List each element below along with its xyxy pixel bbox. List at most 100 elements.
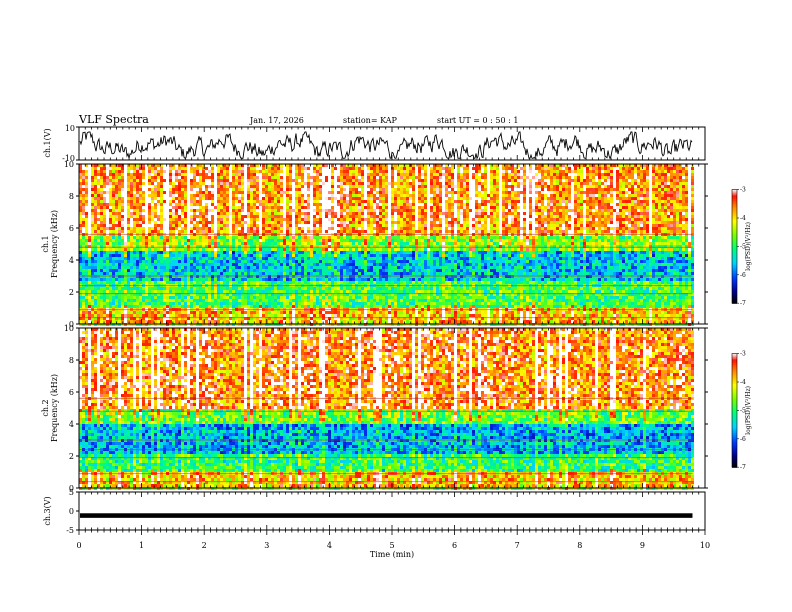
- spectrogram-cell: [175, 236, 178, 239]
- spectrogram-cell: [304, 290, 307, 293]
- spectrogram-cell: [334, 197, 337, 200]
- spectrogram-cell: [154, 170, 157, 173]
- spectrogram-cell: [217, 230, 220, 233]
- spectrogram-cell: [319, 317, 322, 320]
- spectrogram-cell: [214, 314, 217, 317]
- spectrogram-cell: [328, 287, 331, 290]
- spectrogram-cell: [301, 251, 304, 254]
- spectrogram-cell: [136, 269, 139, 272]
- spectrogram-cell: [244, 236, 247, 239]
- spectrogram-cell: [313, 179, 316, 182]
- spectrogram-cell: [211, 302, 214, 305]
- spectrogram-cell: [127, 227, 130, 230]
- spectrogram-cell: [307, 203, 310, 206]
- spectrogram-cell: [88, 188, 91, 191]
- spectrogram-cell: [343, 185, 346, 188]
- spectrogram-cell: [328, 182, 331, 185]
- spectrogram-cell: [112, 272, 115, 275]
- spectrogram-cell: [79, 251, 82, 254]
- spectrogram-cell: [97, 269, 100, 272]
- spectrogram-cell: [100, 236, 103, 239]
- spectrogram-cell: [262, 224, 265, 227]
- spectrogram-cell: [253, 242, 256, 245]
- spectrogram-cell: [229, 290, 232, 293]
- spectrogram-cell: [103, 212, 106, 215]
- spectrogram-cell: [292, 167, 295, 170]
- spectrogram-cell: [301, 182, 304, 185]
- spectrogram-cell: [82, 266, 85, 269]
- spectrogram-cell: [94, 320, 97, 323]
- spectrogram-cell: [196, 260, 199, 263]
- spectrogram-cell: [247, 254, 250, 257]
- spectrogram-cell: [148, 266, 151, 269]
- spectrogram-cell: [115, 302, 118, 305]
- spectrogram-cell: [79, 272, 82, 275]
- spectrogram-cell: [217, 236, 220, 239]
- spectrogram-cell: [199, 200, 202, 203]
- spectrogram-cell: [349, 248, 352, 251]
- spectrogram-cell: [127, 200, 130, 203]
- spectrogram-cell: [106, 311, 109, 314]
- spectrogram-cell: [325, 281, 328, 284]
- spectrogram-cell: [241, 320, 244, 323]
- spectrogram-cell: [319, 194, 322, 197]
- spectrogram-cell: [259, 290, 262, 293]
- spectrogram-cell: [205, 212, 208, 215]
- spectrogram-cell: [187, 266, 190, 269]
- spectrogram-cell: [250, 182, 253, 185]
- spectrogram-cell: [100, 254, 103, 257]
- spectrogram-cell: [169, 176, 172, 179]
- spectrogram-cell: [286, 287, 289, 290]
- spectrogram-cell: [196, 278, 199, 281]
- spectrogram-cell: [277, 221, 280, 224]
- spectrogram-cell: [277, 263, 280, 266]
- spectrogram-cell: [352, 185, 355, 188]
- spectrogram-cell: [226, 164, 229, 167]
- spectrogram-cell: [283, 254, 286, 257]
- spectrogram-cell: [163, 167, 166, 170]
- spectrogram-cell: [196, 227, 199, 230]
- spectrogram-cell: [253, 269, 256, 272]
- spectrogram-cell: [202, 218, 205, 221]
- spectrogram-cell: [250, 242, 253, 245]
- spectrogram-cell: [346, 239, 349, 242]
- spectrogram-cell: [220, 299, 223, 302]
- spectrogram-cell: [109, 236, 112, 239]
- spectrogram-cell: [142, 173, 145, 176]
- spectrogram-cell: [94, 215, 97, 218]
- spectrogram-cell: [301, 239, 304, 242]
- spectrogram-cell: [325, 251, 328, 254]
- spectrogram-cell: [244, 248, 247, 251]
- spectrogram-cell: [136, 257, 139, 260]
- spectrogram-cell: [157, 206, 160, 209]
- spectrogram-cell: [331, 188, 334, 191]
- spectrogram-cell: [229, 278, 232, 281]
- spectrogram-cell: [103, 203, 106, 206]
- spectrogram-cell: [202, 215, 205, 218]
- spectrogram-cell: [91, 254, 94, 257]
- spectrogram-cell: [178, 191, 181, 194]
- spectrogram-cell: [340, 269, 343, 272]
- spectrogram-cell: [277, 245, 280, 248]
- spectrogram-cell: [211, 317, 214, 320]
- spectrogram-cell: [166, 320, 169, 323]
- spectrogram-cell: [211, 257, 214, 260]
- spectrogram-cell: [235, 272, 238, 275]
- spectrogram-cell: [217, 227, 220, 230]
- spectrogram-cell: [322, 173, 325, 176]
- spectrogram-cell: [85, 218, 88, 221]
- spectrogram-cell: [100, 317, 103, 320]
- spectrogram-cell: [319, 164, 322, 167]
- spectrogram-cell: [226, 179, 229, 182]
- spectrogram-cell: [190, 191, 193, 194]
- spectrogram-cell: [313, 230, 316, 233]
- spectrogram-cell: [193, 287, 196, 290]
- spectrogram-cell: [277, 200, 280, 203]
- spectrogram-cell: [337, 314, 340, 317]
- spectrogram-cell: [289, 215, 292, 218]
- spectrogram-cell: [268, 272, 271, 275]
- spectrogram-cell: [280, 239, 283, 242]
- spectrogram-cell: [295, 209, 298, 212]
- spectrogram-cell: [211, 242, 214, 245]
- spectrogram-cell: [85, 176, 88, 179]
